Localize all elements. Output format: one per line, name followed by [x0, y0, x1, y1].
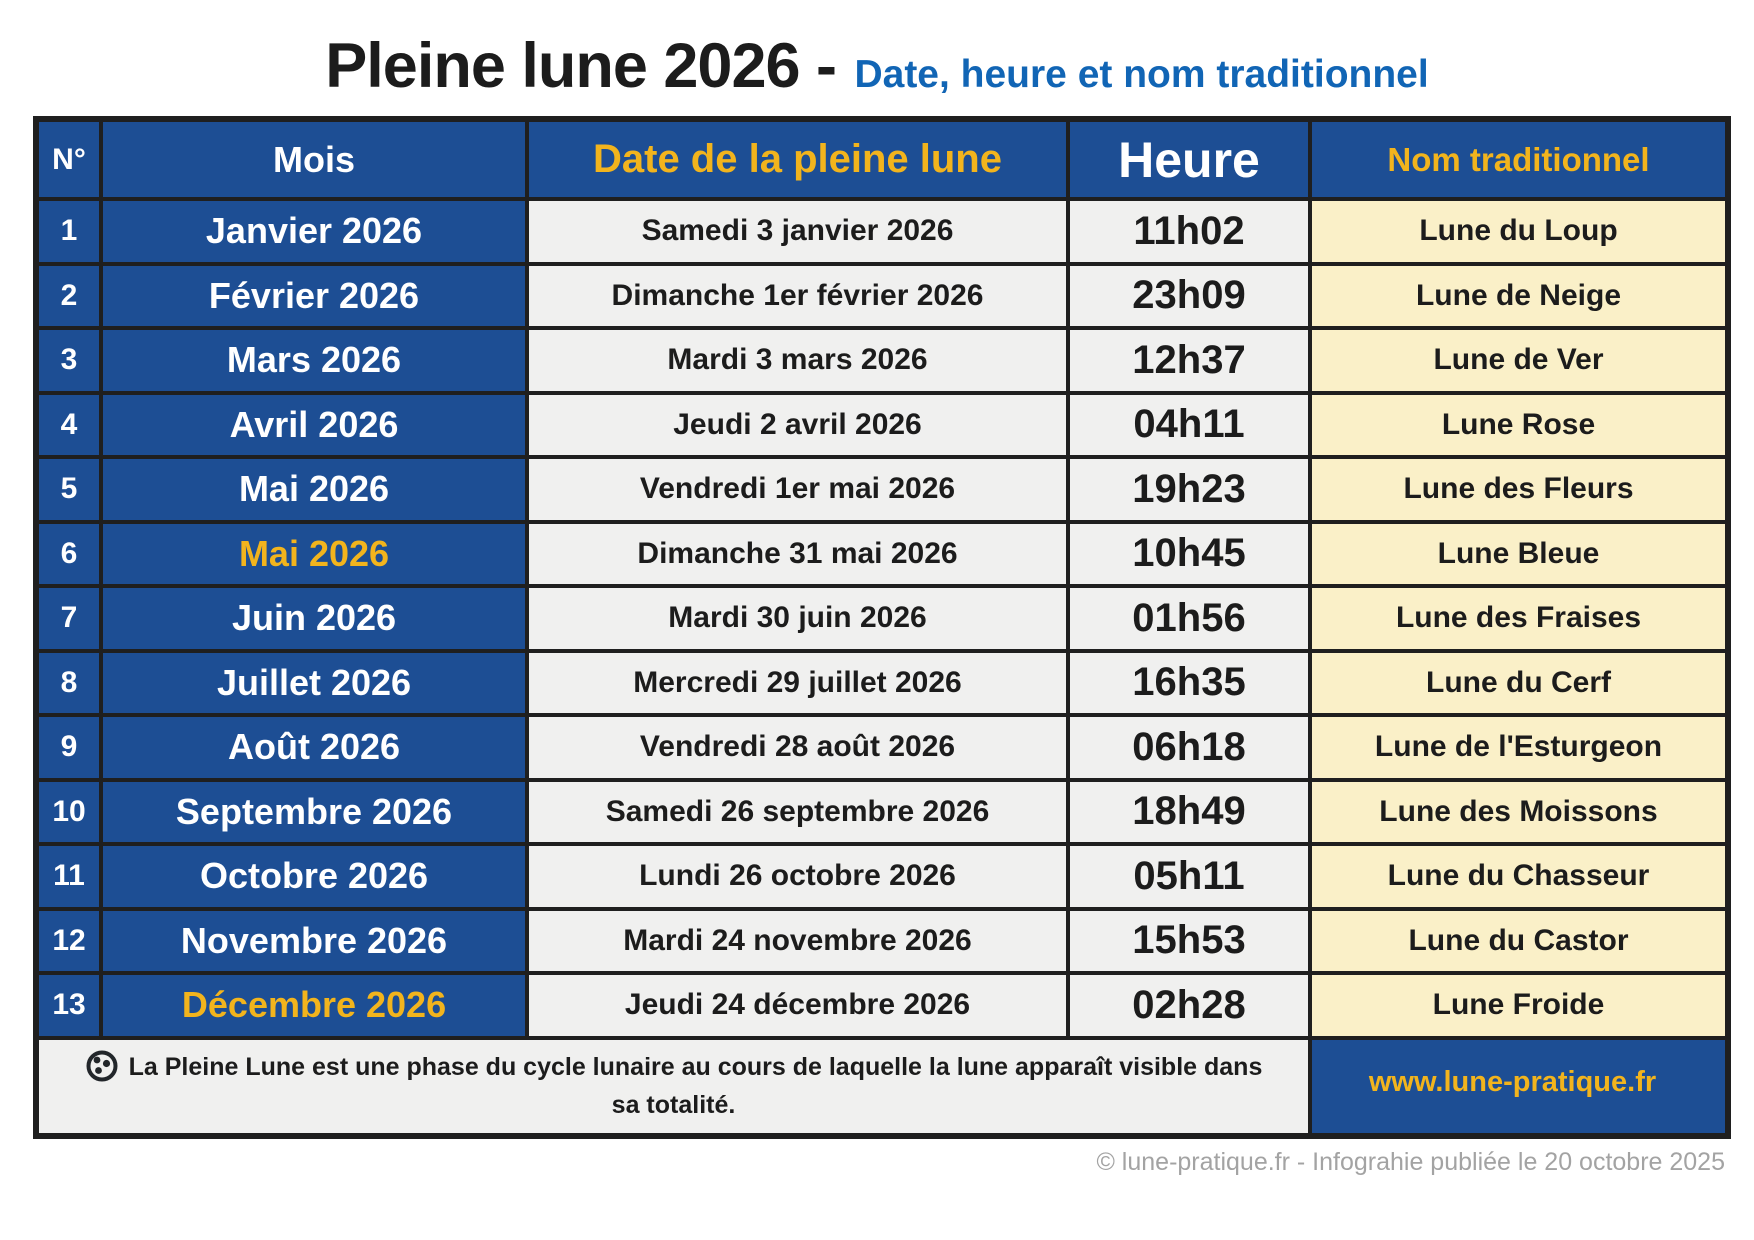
table-body: 1 Janvier 2026 Samedi 3 janvier 2026 11h… — [34, 197, 1730, 1040]
traditional-name-cell: Lune de Neige — [1308, 261, 1730, 330]
month-cell: Novembre 2026 — [99, 906, 529, 975]
time-cell: 11h02 — [1066, 197, 1312, 266]
copyright-text: © lune-pratique.fr - Infograhie publiée … — [1096, 1148, 1725, 1176]
table-row: 7 Juin 2026 Mardi 30 juin 2026 01h56 Lun… — [34, 584, 1730, 653]
time-cell: 23h09 — [1066, 261, 1312, 330]
table-row: 4 Avril 2026 Jeudi 2 avril 2026 04h11 Lu… — [34, 390, 1730, 459]
date-cell: Mardi 24 novembre 2026 — [525, 906, 1070, 975]
time-cell: 02h28 — [1066, 971, 1312, 1040]
website-cell: www.lune-pratique.fr — [1308, 1035, 1730, 1138]
number-cell: 1 — [34, 197, 103, 266]
month-cell: Septembre 2026 — [99, 777, 529, 846]
traditional-name-cell: Lune du Chasseur — [1308, 842, 1730, 911]
time-cell: 19h23 — [1066, 455, 1312, 524]
time-cell: 06h18 — [1066, 713, 1312, 782]
date-cell: Vendredi 1er mai 2026 — [525, 455, 1070, 524]
month-cell: Mai 2026 — [99, 519, 529, 588]
time-cell: 10h45 — [1066, 519, 1312, 588]
number-cell: 9 — [34, 713, 103, 782]
number-cell: 8 — [34, 648, 103, 717]
number-cell: 5 — [34, 455, 103, 524]
header-time: Heure — [1066, 117, 1312, 201]
traditional-name-cell: Lune de Ver — [1308, 326, 1730, 395]
table-footer-row: La Pleine Lune est une phase du cycle lu… — [34, 1035, 1730, 1138]
number-cell: 13 — [34, 971, 103, 1040]
month-cell: Décembre 2026 — [99, 971, 529, 1040]
date-cell: Dimanche 1er février 2026 — [525, 261, 1070, 330]
table-row: 6 Mai 2026 Dimanche 31 mai 2026 10h45 Lu… — [34, 519, 1730, 588]
time-cell: 12h37 — [1066, 326, 1312, 395]
table-row: 11 Octobre 2026 Lundi 26 octobre 2026 05… — [34, 842, 1730, 911]
date-cell: Samedi 3 janvier 2026 — [525, 197, 1070, 266]
time-cell: 04h11 — [1066, 390, 1312, 459]
title-main: Pleine lune 2026 - — [325, 31, 837, 101]
table-row: 12 Novembre 2026 Mardi 24 novembre 2026 … — [34, 906, 1730, 975]
traditional-name-cell: Lune des Moissons — [1308, 777, 1730, 846]
number-cell: 2 — [34, 261, 103, 330]
date-cell: Vendredi 28 août 2026 — [525, 713, 1070, 782]
moon-icon — [86, 1050, 118, 1081]
table-row: 2 Février 2026 Dimanche 1er février 2026… — [34, 261, 1730, 330]
table-row: 3 Mars 2026 Mardi 3 mars 2026 12h37 Lune… — [34, 326, 1730, 395]
date-cell: Jeudi 24 décembre 2026 — [525, 971, 1070, 1040]
traditional-name-cell: Lune des Fleurs — [1308, 455, 1730, 524]
number-cell: 11 — [34, 842, 103, 911]
month-cell: Janvier 2026 — [99, 197, 529, 266]
time-cell: 16h35 — [1066, 648, 1312, 717]
traditional-name-cell: Lune du Castor — [1308, 906, 1730, 975]
title-subtitle: Date, heure et nom traditionnel — [854, 53, 1429, 96]
date-cell: Mardi 30 juin 2026 — [525, 584, 1070, 653]
date-cell: Dimanche 31 mai 2026 — [525, 519, 1070, 588]
header-full-moon-date: Date de la pleine lune — [525, 117, 1070, 201]
number-cell: 7 — [34, 584, 103, 653]
website-link[interactable]: www.lune-pratique.fr — [1368, 1065, 1657, 1098]
month-cell: Juillet 2026 — [99, 648, 529, 717]
time-cell: 18h49 — [1066, 777, 1312, 846]
month-cell: Octobre 2026 — [99, 842, 529, 911]
header-month: Mois — [99, 117, 529, 201]
number-cell: 12 — [34, 906, 103, 975]
traditional-name-cell: Lune des Fraises — [1308, 584, 1730, 653]
traditional-name-cell: Lune du Cerf — [1308, 648, 1730, 717]
time-cell: 01h56 — [1066, 584, 1312, 653]
date-cell: Mardi 3 mars 2026 — [525, 326, 1070, 395]
number-cell: 6 — [34, 519, 103, 588]
date-cell: Jeudi 2 avril 2026 — [525, 390, 1070, 459]
traditional-name-cell: Lune de l'Esturgeon — [1308, 713, 1730, 782]
traditional-name-cell: Lune du Loup — [1308, 197, 1730, 266]
table-row: 9 Août 2026 Vendredi 28 août 2026 06h18 … — [34, 713, 1730, 782]
footnote-text: La Pleine Lune est une phase du cycle lu… — [128, 1052, 1263, 1120]
date-cell: Samedi 26 septembre 2026 — [525, 777, 1070, 846]
date-cell: Mercredi 29 juillet 2026 — [525, 648, 1070, 717]
time-cell: 05h11 — [1066, 842, 1312, 911]
page-title: Pleine lune 2026 - Date, heure et nom tr… — [0, 0, 1754, 112]
table-header-row: N° Mois Date de la pleine lune Heure Nom… — [34, 117, 1730, 201]
number-cell: 4 — [34, 390, 103, 459]
month-cell: Août 2026 — [99, 713, 529, 782]
table-row: 5 Mai 2026 Vendredi 1er mai 2026 19h23 L… — [34, 455, 1730, 524]
table-row: 10 Septembre 2026 Samedi 26 septembre 20… — [34, 777, 1730, 846]
month-cell: Février 2026 — [99, 261, 529, 330]
time-cell: 15h53 — [1066, 906, 1312, 975]
table-row: 8 Juillet 2026 Mercredi 29 juillet 2026 … — [34, 648, 1730, 717]
header-traditional-name: Nom traditionnel — [1308, 117, 1730, 201]
traditional-name-cell: Lune Rose — [1308, 390, 1730, 459]
date-cell: Lundi 26 octobre 2026 — [525, 842, 1070, 911]
month-cell: Mai 2026 — [99, 455, 529, 524]
table-row: 13 Décembre 2026 Jeudi 24 décembre 2026 … — [34, 971, 1730, 1040]
table-row: 1 Janvier 2026 Samedi 3 janvier 2026 11h… — [34, 197, 1730, 266]
number-cell: 10 — [34, 777, 103, 846]
traditional-name-cell: Lune Froide — [1308, 971, 1730, 1040]
month-cell: Avril 2026 — [99, 390, 529, 459]
traditional-name-cell: Lune Bleue — [1308, 519, 1730, 588]
month-cell: Mars 2026 — [99, 326, 529, 395]
footnote-cell: La Pleine Lune est une phase du cycle lu… — [34, 1035, 1312, 1138]
header-number: N° — [34, 117, 103, 201]
full-moon-table: N° Mois Date de la pleine lune Heure Nom… — [33, 116, 1731, 1139]
number-cell: 3 — [34, 326, 103, 395]
month-cell: Juin 2026 — [99, 584, 529, 653]
